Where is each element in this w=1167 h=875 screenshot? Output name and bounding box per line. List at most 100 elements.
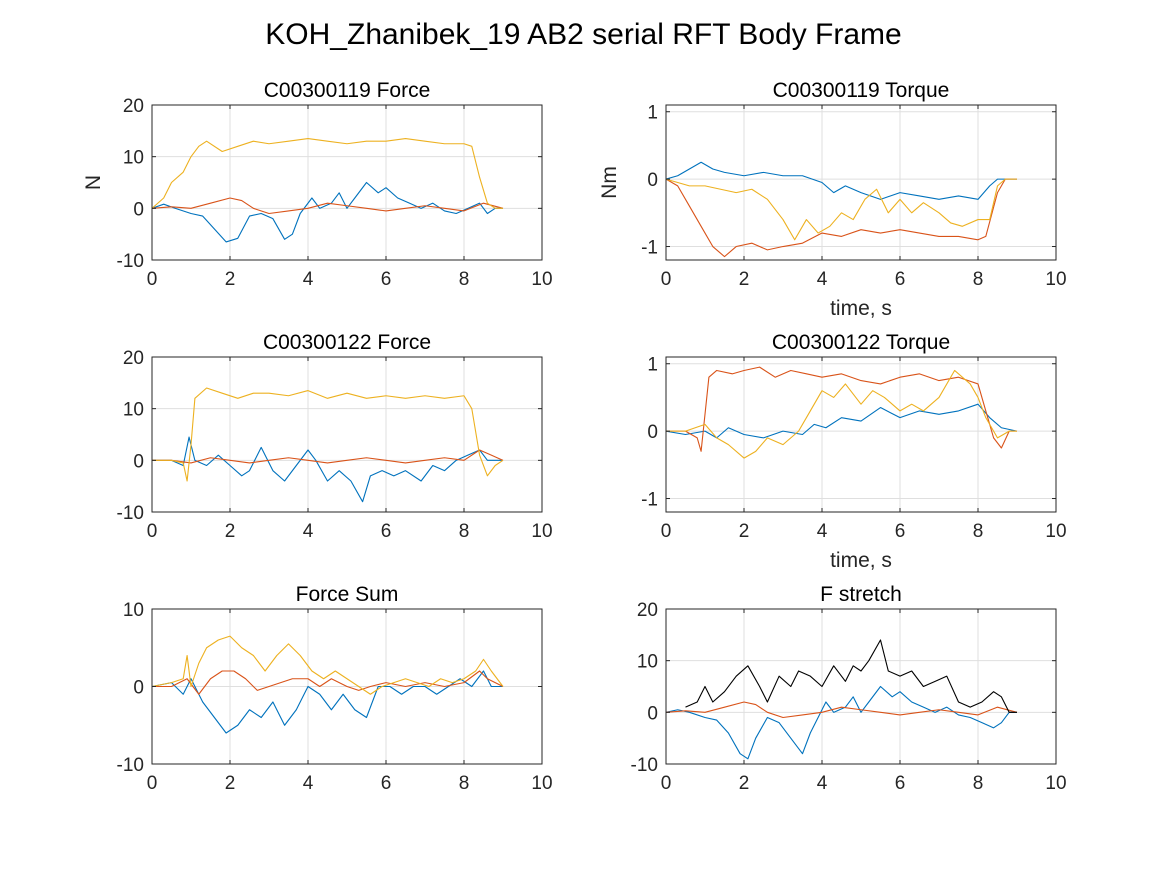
x-tick-label: 6 (381, 269, 392, 290)
y-tick-label: 0 (133, 678, 144, 699)
series-line-blue (666, 403, 1018, 439)
axes-frame (665, 608, 1057, 765)
y-axis-label: N (82, 175, 105, 190)
x-tick-label: 0 (661, 521, 672, 542)
axes-frame (665, 104, 1057, 261)
axes-frame (665, 356, 1057, 513)
x-axis-label: time, s (830, 549, 892, 572)
subplot-title: C00300119 Torque (773, 79, 950, 102)
x-tick-label: 6 (895, 269, 906, 290)
series-line-red (152, 197, 504, 215)
x-tick-label: 4 (303, 521, 314, 542)
x-tick-label: 0 (147, 521, 158, 542)
subplot-title: C00300119 Force (264, 79, 431, 102)
x-tick-label: 6 (895, 773, 906, 794)
x-tick-label: 4 (817, 521, 828, 542)
y-tick-label: -1 (641, 490, 658, 511)
y-axis-label: Nm (598, 166, 621, 199)
y-tick-label: 1 (647, 355, 658, 376)
x-tick-label: 4 (303, 773, 314, 794)
x-tick-label: 8 (459, 773, 470, 794)
y-tick-label: 1 (647, 103, 658, 124)
series-line-yellow (666, 369, 1017, 459)
series-line-red (666, 701, 1018, 719)
y-tick-label: 10 (123, 600, 144, 621)
subplot-title: F stretch (820, 583, 902, 606)
subplot-title: C00300122 Force (263, 331, 431, 354)
series-line-red (152, 670, 504, 695)
x-tick-label: 0 (661, 773, 672, 794)
x-tick-label: 4 (303, 269, 314, 290)
figure-title: KOH_Zhanibek_19 AB2 serial RFT Body Fram… (265, 18, 902, 51)
x-axis-label: time, s (830, 297, 892, 320)
x-tick-label: 8 (459, 269, 470, 290)
x-tick-label: 10 (1045, 773, 1066, 794)
y-tick-label: 0 (133, 451, 144, 472)
series-line-red (152, 449, 504, 464)
plot-area (152, 357, 542, 512)
plot-area (666, 609, 1056, 764)
x-tick-label: 10 (1045, 521, 1066, 542)
y-tick-label: 10 (637, 652, 658, 673)
y-tick-label: 20 (123, 96, 144, 117)
x-tick-label: 6 (381, 521, 392, 542)
y-tick-label: 0 (133, 199, 144, 220)
y-tick-label: -10 (631, 755, 658, 776)
y-tick-label: -10 (117, 251, 144, 272)
y-tick-label: -1 (641, 238, 658, 259)
y-tick-label: 20 (637, 600, 658, 621)
x-tick-label: 10 (531, 521, 552, 542)
x-tick-label: 10 (531, 269, 552, 290)
x-tick-label: 0 (147, 773, 158, 794)
x-tick-label: 6 (381, 773, 392, 794)
plot-area (666, 105, 1056, 260)
series-line-yellow (152, 138, 503, 209)
y-tick-label: 10 (123, 148, 144, 169)
plot-area (152, 105, 542, 260)
series-line-blue (152, 181, 503, 243)
x-tick-label: 0 (147, 269, 158, 290)
series-line-red (666, 178, 1017, 258)
y-tick-label: 0 (647, 422, 658, 443)
y-tick-label: -10 (117, 503, 144, 524)
x-tick-label: 2 (225, 773, 236, 794)
series-line-yellow (152, 387, 504, 482)
y-tick-label: 10 (123, 400, 144, 421)
series-line-yellow (152, 635, 504, 695)
x-tick-label: 6 (895, 521, 906, 542)
plot-area (666, 357, 1056, 512)
x-tick-label: 4 (817, 269, 828, 290)
series-line-black (685, 639, 1017, 713)
series-line-yellow (666, 178, 1017, 241)
series-line-blue (152, 436, 503, 503)
y-tick-label: -10 (117, 755, 144, 776)
subplot-title: Force Sum (296, 583, 399, 606)
x-tick-label: 2 (225, 269, 236, 290)
y-tick-label: 0 (647, 170, 658, 191)
x-tick-label: 2 (739, 269, 750, 290)
series-line-red (666, 366, 1017, 452)
x-tick-label: 10 (531, 773, 552, 794)
y-tick-label: 20 (123, 348, 144, 369)
subplot-title: C00300122 Torque (772, 331, 950, 354)
x-tick-label: 2 (225, 521, 236, 542)
x-tick-label: 2 (739, 521, 750, 542)
x-tick-label: 8 (459, 521, 470, 542)
series-line-blue (152, 670, 503, 734)
x-tick-label: 8 (973, 269, 984, 290)
y-tick-label: 0 (647, 703, 658, 724)
x-tick-label: 10 (1045, 269, 1066, 290)
x-tick-label: 8 (973, 773, 984, 794)
x-tick-label: 0 (661, 269, 672, 290)
series-line-blue (666, 161, 1017, 200)
x-tick-label: 2 (739, 773, 750, 794)
x-tick-label: 8 (973, 521, 984, 542)
axes-frame (151, 104, 543, 261)
